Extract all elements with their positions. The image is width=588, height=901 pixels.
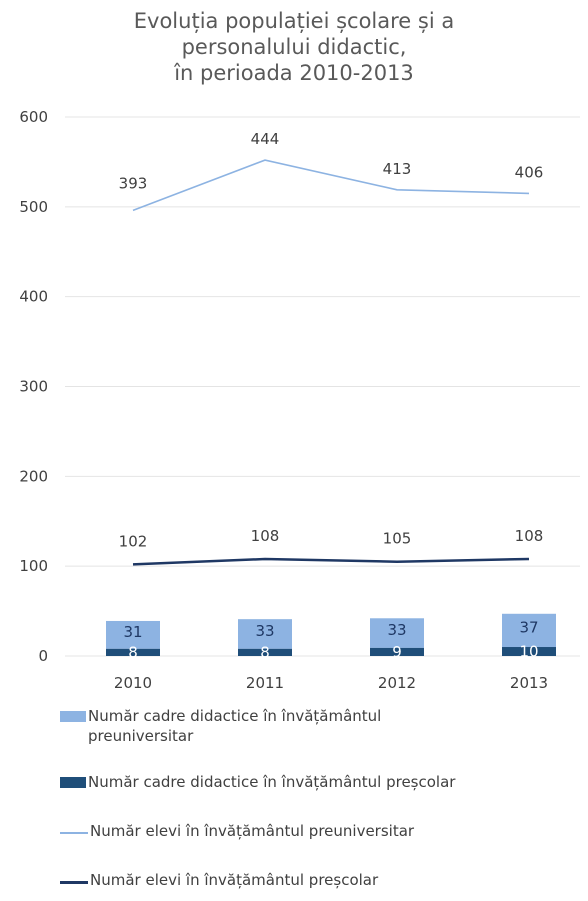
- legend-line-swatch: [60, 881, 88, 884]
- bar-preuniversitar: [502, 613, 556, 648]
- y-tick-label: 400: [19, 288, 48, 306]
- legend-label: Număr cadre didactice în învățământul pr…: [88, 773, 456, 791]
- legend-label: Număr cadre didactice în învățământul pr…: [88, 707, 382, 745]
- bar-data-label-prescolar: 8: [128, 643, 138, 661]
- bar-data-label-prescolar: 8: [260, 643, 270, 661]
- bar-prescolar: [106, 648, 160, 656]
- line-data-label: 102: [119, 532, 148, 550]
- bar-preuniversitar: [238, 619, 292, 649]
- line-data-label: 393: [119, 174, 148, 192]
- bar-data-label-preuniversitar: 31: [123, 623, 142, 641]
- legend-item: Număr elevi în învățământul preuniversit…: [60, 821, 580, 841]
- x-tick-label: 2012: [378, 674, 416, 692]
- line-data-label: 105: [383, 530, 412, 548]
- legend-bar-swatch: [60, 711, 86, 722]
- bar-preuniversitar: [106, 620, 160, 649]
- chart-plot: 0 100 200 300 400 500 600 2010 2011 2012 2013 31 8 33…: [19, 108, 580, 692]
- chart-title-line-3: în perioada 2010-2013: [174, 61, 414, 85]
- legend-bar-swatch: [60, 777, 86, 788]
- bar-prescolar: [238, 648, 292, 656]
- y-tick-label: 300: [19, 378, 48, 396]
- legend-item: Număr elevi în învățământul preșcolar: [60, 870, 580, 890]
- bar-data-label-preuniversitar: 33: [255, 622, 274, 640]
- line-data-label: 413: [383, 160, 412, 178]
- line-data-label: 108: [515, 527, 544, 545]
- legend-label: Număr elevi în învățământul preșcolar: [90, 871, 379, 889]
- legend-line-swatch: [60, 832, 88, 834]
- bar-prescolar: [502, 647, 556, 656]
- chart-title-line-1: Evoluția populației școlare și a: [133, 9, 455, 33]
- y-tick-label: 0: [38, 647, 48, 665]
- bar-data-label-preuniversitar: 37: [519, 618, 538, 636]
- legend-label: Număr elevi în învățământul preuniversit…: [90, 822, 415, 840]
- bar-data-label-preuniversitar: 33: [387, 621, 406, 639]
- x-tick-label: 2010: [114, 674, 152, 692]
- y-tick-label: 100: [19, 557, 48, 575]
- legend-item: Număr cadre didactice în învățământul pr…: [60, 772, 580, 792]
- chart-title: Evoluția populației școlare și a persona…: [0, 8, 588, 86]
- y-tick-label: 200: [19, 467, 48, 485]
- bar-data-label-prescolar: 10: [519, 643, 538, 661]
- y-tick-label: 600: [19, 108, 48, 126]
- bar-data-label-prescolar: 9: [392, 643, 402, 661]
- legend-item: Număr cadre didactice în învățământul pr…: [60, 706, 580, 746]
- x-tick-label: 2013: [510, 674, 548, 692]
- x-tick-label: 2011: [246, 674, 284, 692]
- line-data-label: 108: [251, 527, 280, 545]
- line-elevi-prescolar: [132, 557, 530, 566]
- line-elevi-preuniversitar: [132, 159, 530, 212]
- bar-preuniversitar: [370, 618, 424, 648]
- bar-prescolar: [370, 647, 424, 656]
- line-data-label: 444: [251, 130, 280, 148]
- line-data-label: 406: [515, 163, 544, 181]
- chart-title-line-2: personalului didactic,: [181, 35, 407, 59]
- y-tick-label: 500: [19, 198, 48, 216]
